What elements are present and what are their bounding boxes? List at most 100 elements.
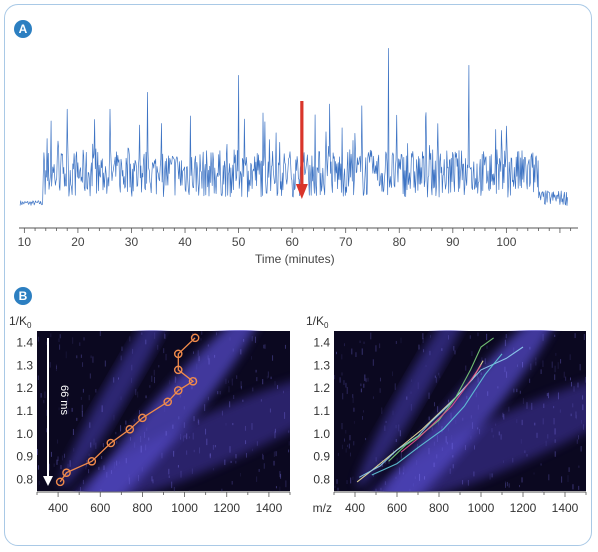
heatmap-speckle	[364, 374, 366, 381]
heatmap-speckle	[80, 396, 82, 400]
y-tick-label: 1.3	[16, 358, 33, 372]
y-tick-label: 1.3	[313, 358, 330, 372]
heatmap-speckle	[512, 457, 514, 463]
heatmap-speckle	[93, 438, 95, 446]
red-arrow-head	[295, 184, 308, 199]
y-tick-label: 1.0	[313, 427, 330, 441]
heatmap-speckle	[347, 444, 349, 448]
heatmap-speckle	[173, 486, 175, 492]
heatmap-speckle	[49, 362, 51, 368]
x-axis-title: m/z	[313, 501, 332, 515]
heatmap-speckle	[166, 402, 168, 406]
heatmap-speckle	[258, 468, 260, 472]
heatmap-speckle	[193, 416, 195, 422]
heatmap-speckle	[146, 427, 148, 431]
heatmap-speckle	[464, 445, 466, 451]
heatmap-speckle	[251, 423, 253, 430]
precursor-point	[163, 397, 173, 407]
heatmap-speckle	[534, 422, 536, 426]
heatmap-speckle	[148, 437, 150, 441]
scan-path-4	[400, 364, 482, 453]
heatmap-speckle	[236, 375, 238, 379]
heatmap-speckle	[228, 386, 230, 393]
x-tick-label: 60	[285, 235, 299, 249]
heatmap-speckle	[80, 487, 82, 491]
heatmap-speckle	[140, 436, 142, 443]
heatmap-speckle	[553, 418, 555, 425]
heatmap-speckle	[275, 486, 277, 489]
heatmap-speckle	[341, 354, 343, 360]
heatmap-speckle	[56, 365, 58, 370]
heatmap-speckle	[417, 444, 419, 450]
heatmap-speckle	[353, 441, 355, 446]
heatmap-speckle	[497, 386, 499, 389]
heatmap-speckle	[99, 331, 101, 337]
heatmap-speckle	[205, 428, 207, 435]
heatmap-speckle	[204, 404, 206, 412]
heatmap-speckle	[106, 471, 108, 478]
y-tick-label: 1.4	[313, 335, 330, 349]
heatmap-speckle	[411, 379, 413, 383]
heatmap-speckle	[140, 445, 142, 453]
heatmap-speckle	[192, 351, 194, 354]
heatmap-speckle	[350, 477, 352, 484]
heatmap-speckle	[186, 450, 188, 455]
heatmap-speckle	[375, 488, 377, 492]
heatmap-speckle	[339, 377, 341, 383]
heatmap-speckle	[359, 340, 361, 344]
heatmap-speckle	[419, 473, 421, 481]
heatmap-speckle	[334, 375, 336, 380]
heatmap-speckle	[75, 490, 77, 492]
heatmap-speckle	[343, 380, 345, 385]
heatmap-speckle	[429, 334, 431, 338]
heatmap-speckle	[71, 407, 73, 412]
heatmap-speckle	[79, 342, 81, 346]
heatmap-speckle	[478, 428, 480, 435]
heatmap-speckle	[138, 410, 140, 415]
heatmap-speckle	[365, 378, 367, 383]
heatmap-speckle	[209, 454, 211, 457]
heatmap-speckle	[578, 485, 580, 490]
heatmap-speckle	[402, 472, 404, 475]
heatmap-speckle	[412, 432, 414, 436]
heatmap-speckle	[424, 476, 426, 480]
heatmap-speckle	[521, 477, 523, 483]
heatmap-speckle	[274, 431, 276, 439]
heatmap-speckle	[288, 449, 290, 453]
heatmap-speckle	[473, 471, 475, 477]
heatmap-speckle	[582, 424, 584, 430]
heatmap-speckle	[422, 333, 424, 340]
heatmap-speckle	[448, 399, 450, 403]
heatmap-speckle	[563, 371, 565, 378]
heatmap-speckle	[191, 386, 193, 390]
heatmap-speckle	[178, 416, 180, 420]
heatmap-speckle	[553, 405, 555, 409]
heatmap-speckle	[363, 383, 365, 388]
heatmap-speckle	[395, 438, 397, 442]
heatmap-speckle	[343, 343, 345, 347]
heatmap-speckle	[50, 333, 52, 338]
heatmap-speckle	[116, 440, 118, 444]
heatmap-speckle	[121, 346, 123, 351]
heatmap-speckle	[547, 392, 549, 399]
heatmap-speckle	[201, 331, 203, 335]
x-tick-label: 20	[71, 235, 85, 249]
x-tick-label: 40	[178, 235, 192, 249]
heatmap-speckle	[173, 450, 175, 457]
heatmap-speckle	[441, 426, 443, 433]
heatmap-speckle	[256, 476, 258, 482]
heatmap-speckle	[65, 351, 67, 359]
heatmap-speckle	[392, 410, 394, 415]
heatmap-speckle	[198, 357, 200, 363]
heatmap-speckle	[370, 332, 372, 340]
heatmap-speckle	[208, 358, 210, 365]
heatmap-speckle	[400, 451, 402, 459]
heatmap-speckle	[134, 442, 136, 448]
heatmap-speckle	[522, 361, 524, 368]
heatmap-speckle	[43, 399, 45, 404]
y-tick-label: 0.9	[16, 450, 33, 464]
heatmap-speckle	[394, 383, 396, 390]
heatmap-speckle	[225, 422, 227, 426]
heatmap-speckle	[275, 451, 277, 457]
heatmap-speckle	[546, 393, 548, 397]
